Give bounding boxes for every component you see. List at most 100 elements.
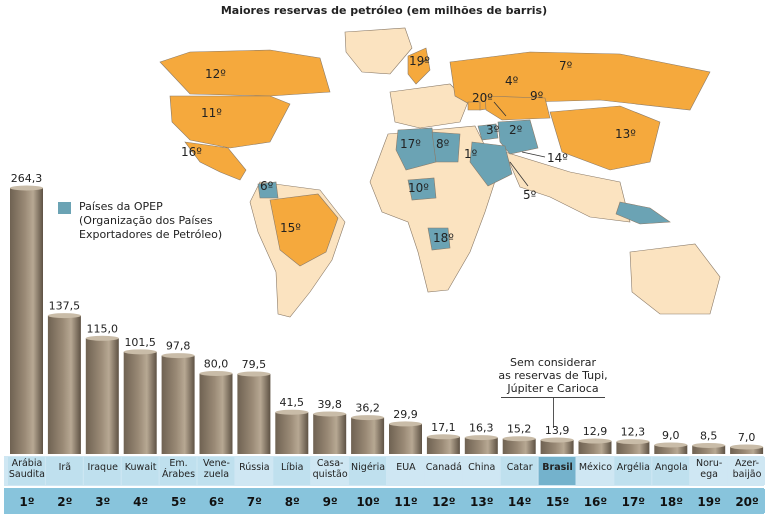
map-canada <box>159 49 331 97</box>
category-label: Árabes <box>162 468 195 480</box>
rank-cell <box>690 489 728 513</box>
rank-label: 1º <box>19 495 34 509</box>
bar <box>313 413 347 454</box>
map-iran <box>497 119 539 155</box>
chart-title: Maiores reservas de petróleo (em milhões… <box>220 4 548 17</box>
bar <box>730 446 764 454</box>
rank-cell <box>311 489 349 513</box>
bar-cap <box>199 370 233 376</box>
value-label: 15,2 <box>507 423 532 436</box>
category-label: ega <box>700 469 718 480</box>
value-label: 80,0 <box>204 357 229 370</box>
bar <box>161 355 195 454</box>
note-line: Júpiter e Carioca <box>507 382 599 395</box>
bar-cap <box>123 349 157 355</box>
map-indonesia <box>615 201 671 225</box>
category-label: Canadá <box>426 462 462 473</box>
rank-cell <box>83 489 121 513</box>
bar-cap <box>313 411 347 417</box>
brasil-note: Sem considerar as reservas de Tupi, Júpi… <box>470 356 636 395</box>
value-label: 13,9 <box>545 424 570 437</box>
bar <box>199 373 233 454</box>
rank-cell <box>462 489 500 513</box>
bar-cap <box>692 442 726 448</box>
value-label: 79,5 <box>242 358 267 371</box>
value-label: 36,2 <box>355 402 380 415</box>
world-map: 12º 11º 16º 6º 15º 19º 7º 4º 20º 9º 3º 2… <box>159 27 721 318</box>
map-label: 8º <box>436 137 450 151</box>
category-cell <box>159 457 197 485</box>
map-label: 17º <box>400 137 421 151</box>
bar <box>351 417 385 454</box>
map-china <box>549 105 661 171</box>
category-cell <box>652 457 690 485</box>
rank-label: 15º <box>546 495 570 509</box>
bar-cap <box>654 442 688 448</box>
map-angola <box>427 227 451 251</box>
bar <box>502 438 536 454</box>
map-brazil <box>269 193 339 267</box>
rank-label: 18º <box>660 495 684 509</box>
rank-cell <box>728 489 765 513</box>
category-cell <box>8 457 45 485</box>
value-label: 17,1 <box>431 421 456 434</box>
bar <box>123 351 157 454</box>
category-label: Em. <box>169 458 187 469</box>
category-cell <box>728 457 765 485</box>
rank-label: 10º <box>356 495 380 509</box>
map-label: 11º <box>201 106 222 120</box>
rank-cell <box>45 489 83 513</box>
bar <box>540 440 574 454</box>
map-label: 1º <box>464 147 478 161</box>
category-cell <box>690 457 728 485</box>
rank-cell <box>424 489 462 513</box>
value-label: 12,3 <box>621 426 646 439</box>
map-venezuela <box>257 181 279 199</box>
category-label: Irã <box>59 462 72 473</box>
category-cell <box>387 457 424 485</box>
map-greenland <box>344 27 413 75</box>
category-label: Casa- <box>317 458 344 469</box>
rank-label: 11º <box>394 495 418 509</box>
value-label: 101,5 <box>124 336 156 349</box>
category-cell <box>349 457 386 485</box>
category-cell <box>424 457 462 485</box>
category-label: zuela <box>204 469 229 480</box>
rank-cell <box>387 489 424 513</box>
category-cell <box>235 457 273 485</box>
category-label: Angola <box>655 462 688 473</box>
rank-label: 20º <box>735 495 759 509</box>
rank-cell <box>8 489 45 513</box>
note-underline <box>501 397 605 398</box>
map-label: 2º <box>509 123 523 137</box>
value-label: 115,0 <box>87 322 119 335</box>
category-cell <box>500 457 538 485</box>
note-pointer <box>553 398 554 428</box>
value-label: 264,3 <box>11 172 43 185</box>
map-algeria <box>395 127 437 171</box>
value-label: 12,9 <box>583 425 608 438</box>
rank-label: 8º <box>285 495 300 509</box>
category-label: EUA <box>396 462 416 473</box>
rank-label: 12º <box>432 495 456 509</box>
bar-cap <box>616 439 650 445</box>
map-nigeria <box>407 177 437 201</box>
map-label: 5º <box>523 188 537 202</box>
category-label: China <box>468 462 495 473</box>
category-cell <box>121 457 159 485</box>
category-cell <box>614 457 652 485</box>
legend-swatch <box>58 202 71 214</box>
category-label: Nigéria <box>351 462 385 473</box>
bar <box>47 315 81 454</box>
bar <box>426 436 460 454</box>
value-label: 7,0 <box>738 431 756 444</box>
note-line: as reservas de Tupi, <box>498 369 608 382</box>
category-label: Noru- <box>696 458 722 469</box>
category-cell <box>462 457 500 485</box>
bar-cap <box>47 313 81 319</box>
map-kazakhstan <box>484 95 551 121</box>
category-cell <box>45 457 83 485</box>
bar <box>237 373 271 454</box>
map-mexico <box>184 141 247 181</box>
category-cell <box>311 457 349 485</box>
